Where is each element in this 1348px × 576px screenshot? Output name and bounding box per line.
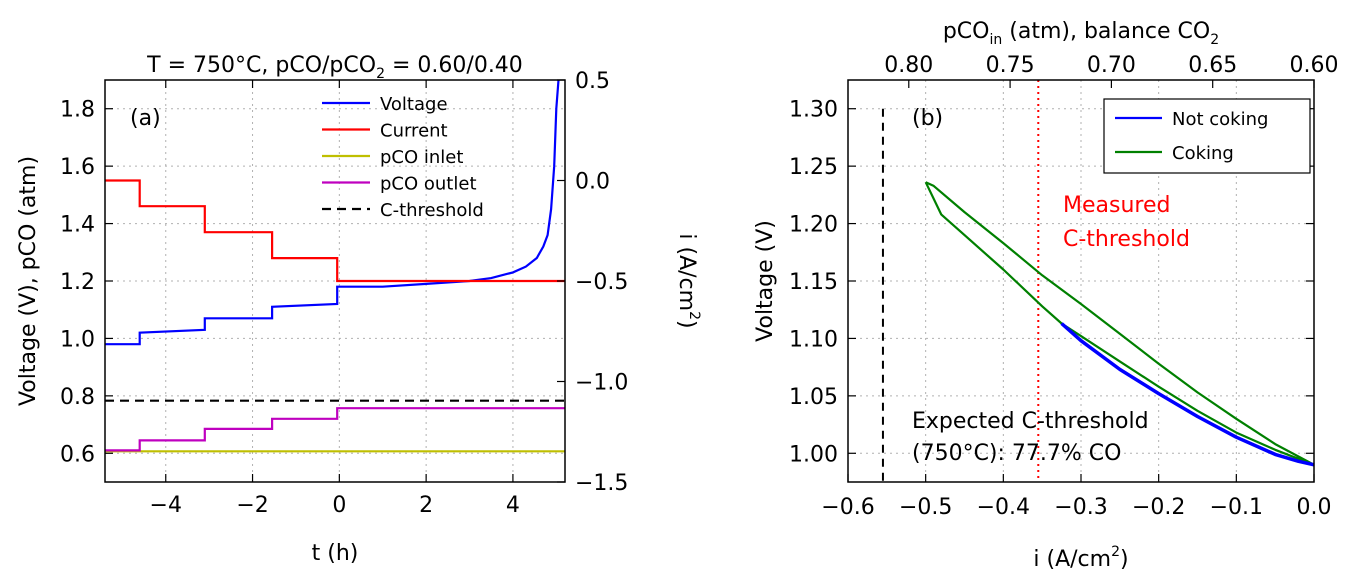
panel-a-y-tick-label: 0.6 bbox=[60, 442, 95, 467]
panel-a-y2-tick-label: 0.0 bbox=[575, 170, 610, 195]
panel-b-x2-tick-label: 0.60 bbox=[1290, 53, 1339, 78]
panel-b-y-ticks: 1.00 1.05 1.10 1.15 1.20 1.25 1.30 bbox=[789, 98, 1314, 467]
panel-a-label: (a) bbox=[130, 106, 161, 131]
panel-a-y-tick-label: 1.6 bbox=[60, 155, 95, 180]
panel-a-y2-ticks: −1.5 −1.0 −0.5 0.0 0.5 bbox=[557, 69, 628, 496]
panel-b-legend-box bbox=[1103, 98, 1311, 174]
panel-b-x-tick-label: −0.5 bbox=[899, 495, 952, 520]
panel-a-x-tick-label: −2 bbox=[236, 493, 268, 518]
series-coking-line bbox=[924, 181, 1314, 466]
panel-b-x-tick-label: −0.3 bbox=[1054, 495, 1107, 520]
panel-b-x-label: i (A/cm2) bbox=[1033, 544, 1128, 572]
panel-a-title: T = 750°C, pCO/pCO2 = 0.60/0.40 bbox=[146, 53, 523, 82]
panel-a-y2-tick-label: −1.5 bbox=[575, 471, 628, 496]
panel-b-x-tick-label: −0.1 bbox=[1210, 495, 1263, 520]
legend-label-pco-outlet: pCO outlet bbox=[380, 174, 477, 195]
panel-a-x-tick-label: 4 bbox=[506, 493, 520, 518]
panel-b-top-label: pCOin (atm), balance CO2 bbox=[943, 19, 1219, 48]
panel-a-y-label: Voltage (V), pCO (atm) bbox=[16, 156, 41, 406]
panel-a-x-ticks: −4 −2 0 2 4 bbox=[150, 80, 520, 518]
panel-b-series bbox=[924, 181, 1314, 467]
panel-b-y-tick-label: 1.25 bbox=[789, 155, 838, 180]
panel-a-y2-tick-label: −1.0 bbox=[575, 371, 628, 396]
panel-b-y-tick-label: 1.30 bbox=[789, 98, 838, 123]
panel-b-y-tick-label: 1.20 bbox=[789, 213, 838, 238]
panel-a-grid bbox=[105, 80, 565, 482]
panel-b-legend: Not coking Coking bbox=[1103, 98, 1311, 174]
panel-b-y-tick-label: 1.15 bbox=[789, 270, 838, 295]
panel-b-label: (b) bbox=[912, 106, 943, 131]
panel-b: −0.6 −0.5 −0.4 −0.3 −0.2 −0.1 0.0 0.80 0.75 0.70… bbox=[753, 19, 1338, 572]
legend-label-not-coking: Not coking bbox=[1172, 109, 1268, 130]
panel-b-y-label: Voltage (V) bbox=[753, 220, 778, 342]
panel-b-x2-ticks: 0.80 0.75 0.70 0.65 0.60 bbox=[884, 53, 1338, 88]
panel-a-y-tick-label: 0.8 bbox=[60, 385, 95, 410]
panel-a-series bbox=[105, 80, 565, 453]
series-pco-outlet-line bbox=[105, 407, 565, 452]
panel-b-y-tick-label: 1.00 bbox=[789, 442, 838, 467]
panel-b-y-tick-label: 1.05 bbox=[789, 385, 838, 410]
panel-b-x-tick-label: −0.6 bbox=[821, 495, 874, 520]
panel-b-x2-tick-label: 0.70 bbox=[1087, 53, 1136, 78]
panel-a-y2-tick-label: 0.5 bbox=[575, 69, 610, 94]
expected-threshold-label-1: Expected C-threshold bbox=[912, 409, 1149, 434]
series-voltage-line bbox=[105, 80, 560, 346]
panel-b-x-tick-label: −0.4 bbox=[977, 495, 1030, 520]
panel-b-x-ticks: −0.6 −0.5 −0.4 −0.3 −0.2 −0.1 0.0 bbox=[821, 474, 1332, 520]
panel-a-y-tick-label: 1.8 bbox=[60, 98, 95, 123]
panel-a-y-tick-label: 1.2 bbox=[60, 270, 95, 295]
panel-a-y-tick-label: 1.0 bbox=[60, 327, 95, 352]
legend-label-coking: Coking bbox=[1172, 143, 1234, 164]
series-not-coking-line bbox=[1060, 322, 1314, 467]
expected-threshold-label-2: (750°C): 77.7% CO bbox=[912, 441, 1121, 466]
panel-b-x2-tick-label: 0.75 bbox=[986, 53, 1035, 78]
panel-b-y-tick-label: 1.10 bbox=[789, 327, 838, 352]
panel-a-x-label: t (h) bbox=[312, 541, 359, 566]
panel-a-legend: Voltage Current pCO inlet pCO outlet C-thres… bbox=[322, 94, 484, 221]
panel-a-x-tick-label: −4 bbox=[150, 493, 182, 518]
panel-b-x-tick-label: −0.2 bbox=[1132, 495, 1185, 520]
legend-label-pco-inlet: pCO inlet bbox=[380, 147, 463, 168]
panel-a-y-tick-label: 1.4 bbox=[60, 213, 95, 238]
panel-b-x2-tick-label: 0.80 bbox=[884, 53, 933, 78]
panel-b-x2-tick-label: 0.65 bbox=[1188, 53, 1237, 78]
legend-label-current: Current bbox=[380, 121, 448, 142]
series-current-line bbox=[105, 179, 565, 283]
panel-a: −4 −2 0 2 4 0.6 0.8 1.0 1.2 1.4 1.6 1.8 −1.5 −1.0 −0… bbox=[16, 53, 702, 566]
measured-threshold-label-2: C-threshold bbox=[1063, 227, 1190, 252]
measured-threshold-label-1: Measured bbox=[1063, 193, 1170, 218]
panel-a-x-tick-label: 0 bbox=[332, 493, 346, 518]
panel-a-y2-tick-label: −0.5 bbox=[575, 270, 628, 295]
legend-label-c-threshold: C-threshold bbox=[380, 200, 484, 221]
panel-a-y2-label: i (A/cm2) bbox=[674, 233, 702, 328]
legend-label-voltage: Voltage bbox=[380, 94, 448, 115]
panel-a-x-tick-label: 2 bbox=[419, 493, 433, 518]
panel-a-y-ticks: 0.6 0.8 1.0 1.2 1.4 1.6 1.8 bbox=[60, 98, 113, 467]
panel-b-x-tick-label: 0.0 bbox=[1297, 495, 1332, 520]
